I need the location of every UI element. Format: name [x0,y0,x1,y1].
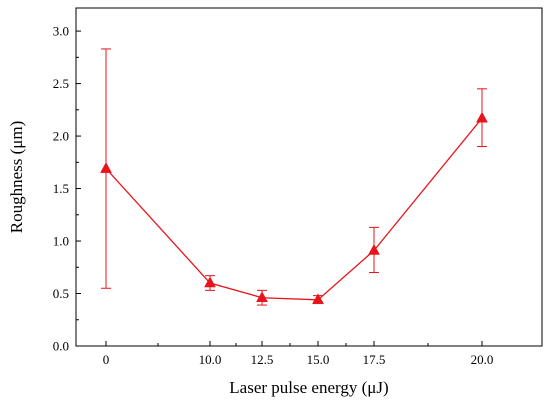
y-axis-ticks: 0.0 0.5 1.0 1.5 2.0 2.5 3.0 [53,24,81,354]
series-line [105,117,483,301]
error-bars [101,48,487,306]
data-point-marker [476,111,488,123]
x-tick-label: 12.5 [251,352,274,367]
x-tick-label: 10.0 [199,352,222,367]
data-point-marker [368,243,380,255]
y-tick-label: 0.5 [53,286,69,301]
data-markers [100,111,488,305]
x-tick-label: 0 [103,352,110,367]
y-tick-label: 1.5 [53,181,69,196]
x-axis-ticks: 0 10.0 12.5 15.0 17.5 20.0 [103,341,494,367]
y-axis-title: Roughness (μm) [7,121,26,234]
x-tick-label: 20.0 [471,352,494,367]
y-tick-label: 2.5 [53,76,69,91]
x-axis-title: Laser pulse energy (μJ) [229,378,388,397]
y-tick-label: 0.0 [53,339,69,354]
data-point-marker [204,276,216,288]
y-tick-label: 3.0 [53,24,69,39]
data-point-marker [100,162,112,173]
data-point-marker [256,291,268,302]
plot-frame [75,7,543,347]
y-tick-label: 2.0 [53,129,69,144]
data-point-marker [312,293,324,305]
y-tick-label: 1.0 [53,234,69,249]
x-tick-label: 15.0 [307,352,330,367]
x-tick-label: 17.5 [363,352,386,367]
